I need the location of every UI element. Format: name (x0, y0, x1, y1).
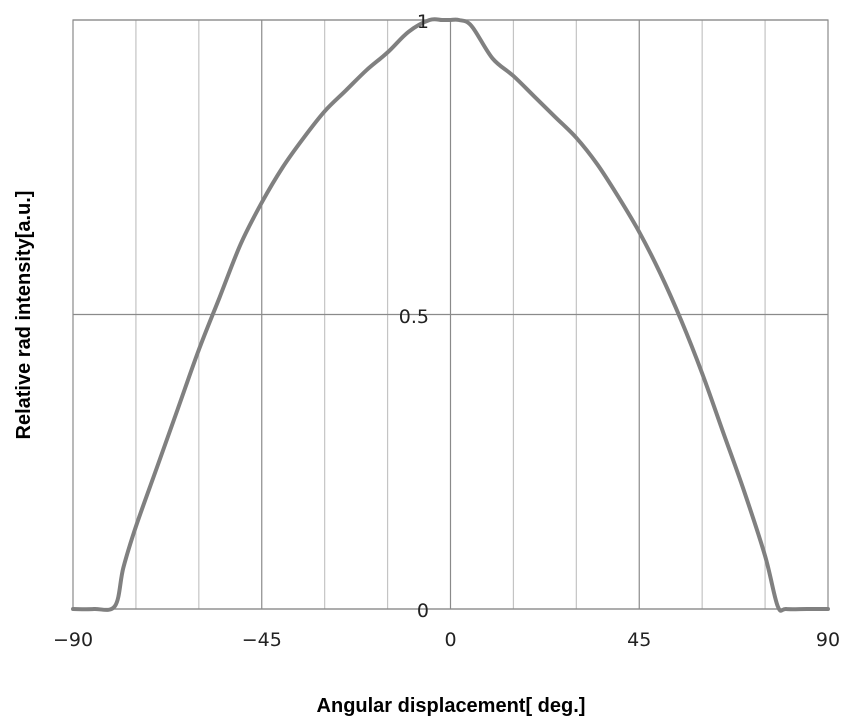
y-tick-label: 0.5 (399, 306, 429, 328)
grid (72, 19, 829, 610)
series-layer (71, 17, 830, 613)
y-axis-label: Relative rad intensity[a.u.] (13, 191, 35, 440)
x-tick-label: −90 (53, 629, 93, 651)
y-tick-label: 0 (417, 600, 429, 622)
x-tick-label: −45 (242, 629, 282, 651)
x-tick-label: 45 (627, 629, 651, 651)
x-tick-label: 90 (816, 629, 840, 651)
y-tick-label: 1 (417, 11, 429, 33)
x-tick-label: 0 (444, 629, 456, 651)
x-axis-label: Angular displacement[ deg.] (317, 695, 586, 717)
intensity-series-line (71, 17, 830, 613)
tick-labels: −90 −45 0 45 90 0 0.5 1 (53, 11, 840, 651)
